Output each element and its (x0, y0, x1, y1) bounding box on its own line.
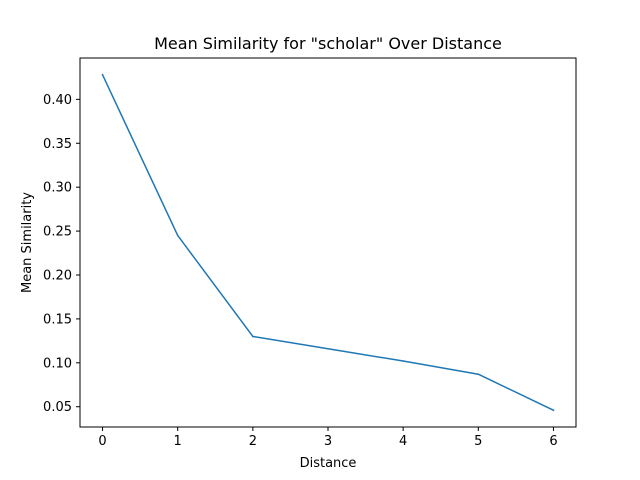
x-tick-label: 5 (474, 434, 482, 449)
data-point (327, 347, 329, 350)
series-line (101, 73, 555, 412)
y-axis-label: Mean Similarity (20, 192, 35, 293)
chart-title: Mean Similarity for "scholar" Over Dista… (154, 34, 502, 53)
data-point (252, 335, 254, 338)
y-tick-label: 0.10 (43, 356, 72, 371)
x-tick-label: 6 (549, 434, 557, 449)
data-point (101, 73, 104, 76)
y-tick-label: 0.30 (43, 181, 72, 196)
plot-area-frame (79, 57, 577, 428)
data-point (176, 234, 179, 237)
y-tick-label: 0.15 (43, 312, 72, 327)
data-point (552, 409, 555, 412)
y-axis: 0.05 0.10 0.15 0.20 0.25 0.30 0.35 0.40 (43, 93, 80, 415)
data-point (402, 360, 404, 362)
x-tick-label: 0 (98, 434, 106, 449)
y-tick-label: 0.25 (43, 225, 72, 240)
y-tick-label: 0.40 (43, 93, 72, 108)
series-layer (101, 73, 555, 412)
x-axis-label: Distance (300, 456, 357, 471)
y-tick-label: 0.05 (43, 400, 72, 415)
y-tick-label: 0.20 (43, 268, 72, 283)
data-point (477, 373, 480, 376)
x-tick-label: 4 (399, 434, 407, 449)
x-tick-label: 2 (249, 434, 257, 449)
x-tick-label: 1 (174, 434, 182, 449)
y-tick-label: 0.35 (43, 137, 72, 152)
x-axis: 0 1 2 3 4 5 6 (98, 427, 558, 449)
x-tick-label: 3 (324, 434, 332, 449)
